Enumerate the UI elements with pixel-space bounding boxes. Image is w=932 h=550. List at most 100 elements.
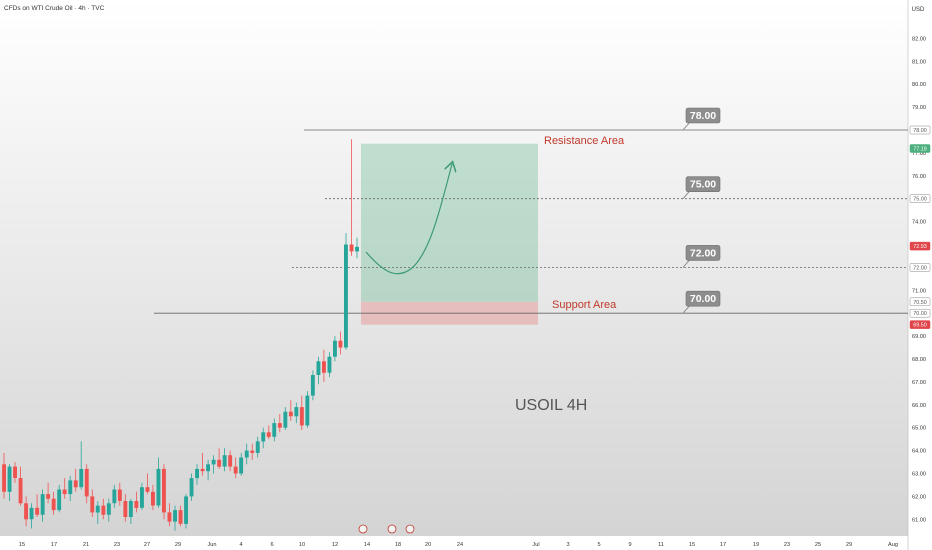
candle-body[interactable] xyxy=(283,411,288,428)
candle-body[interactable] xyxy=(333,340,337,357)
y-tick-label: 63.00 xyxy=(912,472,926,478)
candle-body[interactable] xyxy=(106,503,111,515)
candle-body[interactable] xyxy=(140,487,144,508)
symbol-watermark: USOIL 4H xyxy=(515,397,587,414)
candle-body[interactable] xyxy=(250,450,255,453)
x-tick-label: 23 xyxy=(784,542,790,548)
candle-body[interactable] xyxy=(261,432,266,442)
candle-body[interactable] xyxy=(46,494,51,499)
candle-body[interactable] xyxy=(316,361,321,375)
candle-body[interactable] xyxy=(178,510,183,524)
x-tick-label: 9 xyxy=(628,542,631,548)
price-axis[interactable]: 82.00 81.00 80.00 79.00 77.00 76.00 74.00 71.00… xyxy=(909,36,931,523)
candle-body[interactable] xyxy=(255,441,260,453)
candle-body[interactable] xyxy=(84,468,89,497)
candle-body[interactable] xyxy=(305,395,310,426)
candle-body[interactable] xyxy=(222,455,227,467)
candle-body[interactable] xyxy=(117,489,122,501)
candle-body[interactable] xyxy=(299,407,304,426)
candle-body[interactable] xyxy=(51,498,56,511)
candle-body[interactable] xyxy=(355,246,359,252)
candle-body[interactable] xyxy=(35,507,40,515)
candle-body[interactable] xyxy=(162,468,166,513)
candle-body[interactable] xyxy=(195,468,199,479)
price-badge xyxy=(909,125,931,135)
candle-body[interactable] xyxy=(128,501,133,517)
candle-body[interactable] xyxy=(173,510,177,522)
candle-body[interactable] xyxy=(211,459,216,465)
price-badge xyxy=(909,297,931,307)
candle-body[interactable] xyxy=(294,407,299,417)
candle-body[interactable] xyxy=(90,496,95,513)
event-icons[interactable] xyxy=(358,524,415,534)
y-tick-label: 61.00 xyxy=(912,517,926,523)
candle-body[interactable] xyxy=(338,340,343,348)
x-tick-label: Aug xyxy=(888,542,898,548)
candle-body[interactable] xyxy=(68,480,73,495)
price-badge-label: 72.93 xyxy=(913,244,927,250)
flag-icon[interactable] xyxy=(405,524,415,534)
candle-body[interactable] xyxy=(200,468,205,472)
candle-body[interactable] xyxy=(29,507,34,520)
level-callout[interactable] xyxy=(685,176,721,192)
candles-layer[interactable] xyxy=(2,139,359,531)
callout-leader xyxy=(682,304,691,314)
candle-body[interactable] xyxy=(239,457,244,474)
candle-body[interactable] xyxy=(95,505,100,513)
time-axis[interactable]: 15 17 21 23 27 29 Jun 4 6 10 12 14 18 20 24 Jul 3 5 9 11 15 1… xyxy=(19,542,898,548)
level-callout[interactable] xyxy=(685,107,721,124)
candle-body[interactable] xyxy=(112,489,117,504)
candle-body[interactable] xyxy=(349,244,354,252)
candle-body[interactable] xyxy=(277,423,282,428)
y-tick-label: 79.00 xyxy=(912,105,926,111)
candle-body[interactable] xyxy=(233,466,238,474)
candle-body[interactable] xyxy=(57,489,62,511)
callout-leader xyxy=(682,190,691,199)
flag-icon[interactable] xyxy=(387,524,397,534)
flag-icon[interactable] xyxy=(358,524,368,534)
candle-body[interactable] xyxy=(244,450,249,458)
candle-body[interactable] xyxy=(266,432,271,437)
level-callout[interactable] xyxy=(685,290,721,307)
candle-body[interactable] xyxy=(184,496,188,524)
candle-body[interactable] xyxy=(123,501,128,517)
x-tick-label: 19 xyxy=(753,542,759,548)
candle-body[interactable] xyxy=(151,491,155,506)
price-badge xyxy=(909,144,931,153)
candle-body[interactable] xyxy=(327,356,332,373)
candle-body[interactable] xyxy=(79,468,84,488)
y-tick-label: 80.00 xyxy=(912,82,926,88)
candle-body[interactable] xyxy=(18,478,23,504)
candle-body[interactable] xyxy=(101,505,106,515)
candle-body[interactable] xyxy=(73,480,78,488)
candle-body[interactable] xyxy=(310,375,315,396)
candle-body[interactable] xyxy=(145,487,150,492)
candle-body[interactable] xyxy=(217,459,222,467)
level-callout[interactable] xyxy=(685,245,721,261)
candle-body[interactable] xyxy=(40,494,45,515)
candle-body[interactable] xyxy=(24,503,28,520)
x-tick-label: 29 xyxy=(846,542,852,548)
candle-body[interactable] xyxy=(344,244,348,348)
candle-body[interactable] xyxy=(228,455,233,467)
candle-body[interactable] xyxy=(13,466,17,478)
candle-body[interactable] xyxy=(288,411,293,417)
candle-body[interactable] xyxy=(134,501,139,508)
candle-body[interactable] xyxy=(322,361,326,373)
x-tick-label: 14 xyxy=(364,542,370,548)
candle-body[interactable] xyxy=(272,423,277,437)
currency-label: USD xyxy=(912,7,925,13)
candle-body[interactable] xyxy=(2,464,6,492)
candle-body[interactable] xyxy=(206,464,210,472)
price-badge-label: 78.00 xyxy=(913,128,927,134)
candle-body[interactable] xyxy=(189,478,194,497)
candle-body[interactable] xyxy=(156,468,161,506)
x-tick-label: Jun xyxy=(207,542,216,548)
x-tick-label: 21 xyxy=(83,542,89,548)
x-tick-label: 15 xyxy=(19,542,25,548)
candle-body[interactable] xyxy=(167,512,172,522)
x-tick-label: 15 xyxy=(689,542,695,548)
candle-body[interactable] xyxy=(7,466,12,492)
candle-body[interactable] xyxy=(62,489,67,495)
